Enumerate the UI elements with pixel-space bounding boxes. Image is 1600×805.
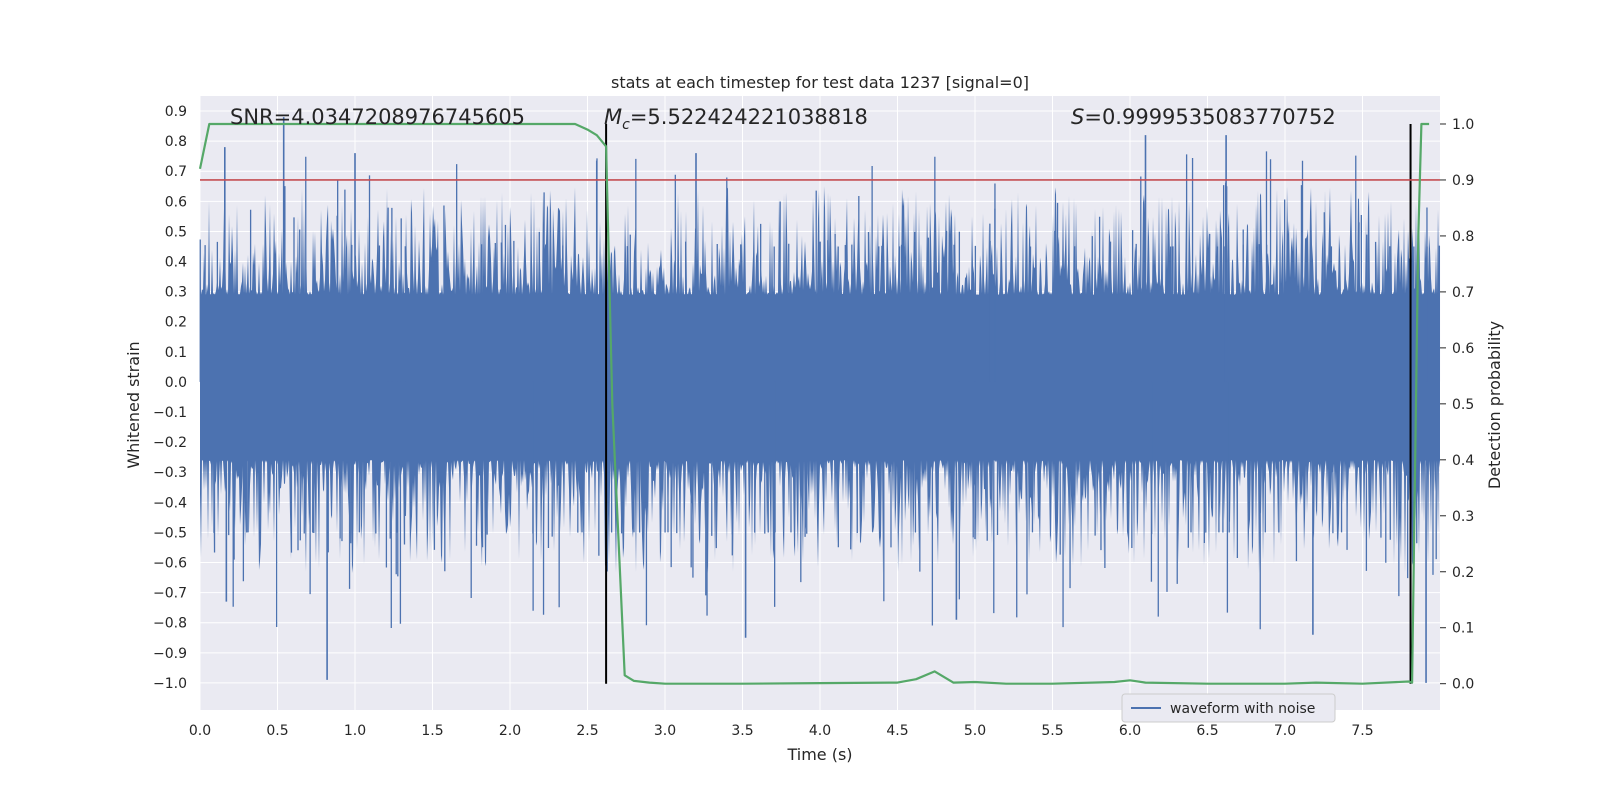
left-tick-label: 0.7	[165, 164, 187, 180]
probability-line	[198, 122, 1430, 685]
left-tick-label: −0.2	[153, 435, 187, 451]
x-tick-label: 2.5	[576, 723, 598, 739]
left-tick-label: −0.5	[153, 525, 187, 541]
left-tick-label: −0.7	[153, 586, 187, 602]
x-tick-label: 1.0	[344, 723, 366, 739]
left-tick-label: 0.2	[165, 315, 187, 331]
chirp-mass-symbol: M	[604, 105, 622, 129]
left-tick-label: −0.3	[153, 465, 187, 481]
right-tick-label: 0.4	[1452, 453, 1474, 469]
snr-annotation: SNR=4.0347208976745605	[230, 105, 525, 129]
chirp-mass-value: =5.522424221038818	[630, 105, 868, 129]
x-tick-label: 3.5	[731, 723, 753, 739]
x-tick-label: 1.5	[421, 723, 443, 739]
x-tick-label: 0.0	[189, 723, 211, 739]
left-tick-label: −0.1	[153, 405, 187, 421]
right-axis-label: Detection probability	[1485, 321, 1504, 489]
right-tick-label: 0.9	[1452, 173, 1474, 189]
chirp-mass-subscript: c	[622, 117, 630, 133]
x-tick-label: 5.0	[964, 723, 986, 739]
left-tick-label: 0.8	[165, 134, 187, 150]
left-tick-label: 0.3	[165, 285, 187, 301]
x-tick-label: 0.5	[266, 723, 288, 739]
x-tick-label: 5.5	[1041, 723, 1063, 739]
left-tick-label: −1.0	[153, 676, 187, 692]
x-tick-label: 4.5	[886, 723, 908, 739]
chart-title: stats at each timestep for test data 123…	[611, 73, 1029, 92]
x-axis-ticks: 0.0 0.5 1.0 1.5 2.0 2.5 3.0 3.5 4.0 4.5 5.0 5.5 6.0 6…	[189, 723, 1374, 739]
right-tick-label: 0.2	[1452, 565, 1474, 581]
x-tick-label: 6.0	[1119, 723, 1141, 739]
waveform-layer	[199, 117, 1441, 683]
x-tick-label: 2.0	[499, 723, 521, 739]
score-symbol: S	[1071, 105, 1084, 129]
right-tick-label: 0.7	[1452, 285, 1474, 301]
right-tick-label: 0.8	[1452, 229, 1474, 245]
legend-box	[1121, 693, 1336, 723]
legend: waveform with noise	[1121, 693, 1336, 723]
left-tick-label: 0.4	[165, 255, 187, 271]
right-tick-label: 0.3	[1452, 509, 1474, 525]
left-tick-label: 0.1	[165, 345, 187, 361]
x-tick-label: 3.0	[654, 723, 676, 739]
right-tick-label: 0.1	[1452, 621, 1474, 637]
event-markers	[605, 123, 1412, 684]
x-tick-label: 4.0	[809, 723, 831, 739]
left-tick-label: 0.6	[165, 194, 187, 210]
x-tick-label: 7.5	[1351, 723, 1373, 739]
left-axis-ticks: 0.9 0.8 0.7 0.6 0.5 0.4 0.3 0.2 0.1 0.0 −0.1 −0.2 −0…	[153, 104, 187, 692]
score-annotation: S=0.9999535083770752	[1071, 105, 1336, 129]
right-tick-label: 0.5	[1452, 397, 1474, 413]
right-tick-label: 1.0	[1452, 117, 1474, 133]
left-tick-label: −0.6	[153, 556, 187, 572]
x-tick-label: 6.5	[1196, 723, 1218, 739]
x-tick-label: 7.0	[1274, 723, 1296, 739]
left-tick-label: −0.8	[153, 616, 187, 632]
left-tick-label: −0.9	[153, 646, 187, 662]
right-tick-label: 0.0	[1452, 677, 1474, 693]
legend-entry: waveform with noise	[1170, 701, 1315, 717]
right-tick-label: 0.6	[1452, 341, 1474, 357]
left-tick-label: 0.9	[165, 104, 187, 120]
score-value: =0.9999535083770752	[1084, 105, 1335, 129]
right-axis-ticks: 1.0 0.9 0.8 0.7 0.6 0.5 0.4 0.3 0.2 0.1 0.0	[1440, 117, 1474, 693]
left-tick-label: 0.5	[165, 224, 187, 240]
left-tick-label: −0.4	[153, 495, 187, 511]
left-axis-label: Whitened strain	[124, 341, 143, 468]
left-tick-label: 0.0	[165, 375, 187, 391]
probability-layer	[198, 122, 1440, 685]
chirp-mass-annotation: Mc=5.522424221038818	[604, 105, 868, 133]
x-axis-label: Time (s)	[786, 745, 852, 764]
